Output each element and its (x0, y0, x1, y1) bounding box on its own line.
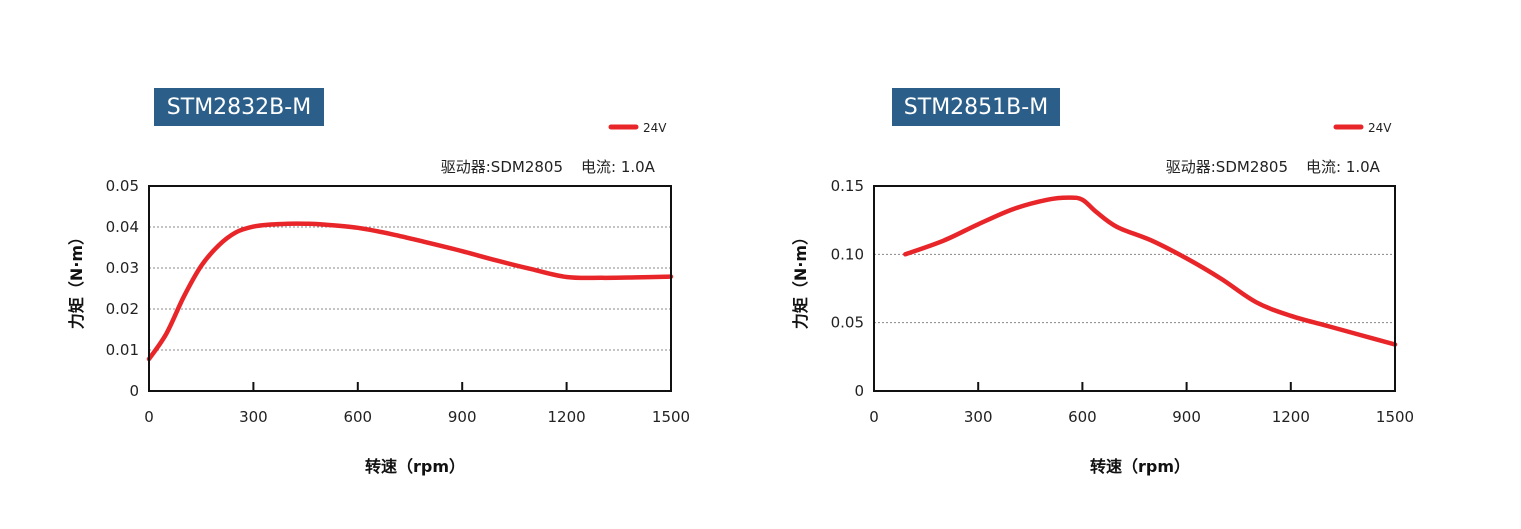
x-tick-label: 1500 (1376, 408, 1414, 426)
x-tick-label: 900 (1172, 408, 1201, 426)
x-axis-label: 转速（rpm） (1090, 457, 1190, 476)
x-tick-label: 600 (1068, 408, 1097, 426)
legend-label: 24V (643, 121, 667, 135)
y-axis-label: 力矩（N·m） (67, 229, 86, 329)
y-tick-label: 0.03 (106, 259, 139, 277)
x-tick-label: 1200 (1272, 408, 1310, 426)
x-tick-label: 1200 (548, 408, 586, 426)
x-tick-label: 300 (239, 408, 268, 426)
chart-stm2832b-m: STM2832B-M 24V 驱动器:SDM2805 电流: 1.0A 0 0.0… (67, 88, 690, 476)
series-line-24v (146, 221, 674, 362)
chart-title-badge (154, 88, 324, 126)
x-tick-label: 600 (343, 408, 372, 426)
x-tick-label: 300 (964, 408, 993, 426)
y-tick-label: 0.05 (106, 177, 139, 195)
x-tick-label: 1500 (652, 408, 690, 426)
x-axis-label: 转速（rpm） (365, 457, 465, 476)
legend-label: 24V (1368, 121, 1392, 135)
y-tick-label: 0.10 (831, 245, 864, 263)
chart-title: STM2851B-M (904, 95, 1048, 120)
plot-frame (873, 185, 1396, 392)
x-tick-label: 900 (448, 408, 477, 426)
x-tick-label: 0 (144, 408, 154, 426)
driver-info: 驱动器:SDM2805 (441, 158, 563, 176)
chart-stm2851b-m: STM2851B-M 24V 驱动器:SDM2805 电流: 1.0A 0 0.0… (791, 88, 1414, 476)
current-info: 电流: 1.0A (581, 158, 656, 176)
y-tick-label: 0.15 (831, 177, 864, 195)
chart-title: STM2832B-M (167, 95, 311, 120)
y-tick-label: 0.01 (106, 341, 139, 359)
y-tick-label: 0.02 (106, 300, 139, 318)
y-tick-label: 0.04 (106, 218, 139, 236)
series-line-24v (903, 195, 1398, 347)
current-info: 电流: 1.0A (1306, 158, 1381, 176)
y-axis-label: 力矩（N·m） (791, 229, 810, 329)
driver-info: 驱动器:SDM2805 (1166, 158, 1288, 176)
chart-title-badge (892, 88, 1060, 126)
y-tick-label: 0 (854, 382, 864, 400)
y-tick-label: 0 (129, 382, 139, 400)
plot-frame (148, 185, 672, 392)
y-tick-label: 0.05 (831, 314, 864, 332)
x-tick-label: 0 (869, 408, 879, 426)
